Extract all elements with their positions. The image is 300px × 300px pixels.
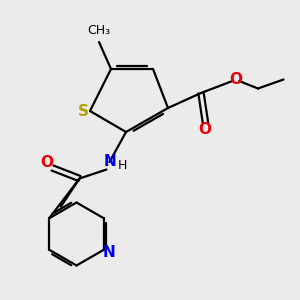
Text: CH₃: CH₃ xyxy=(87,24,111,37)
Text: O: O xyxy=(198,122,212,137)
Text: S: S xyxy=(78,103,89,118)
Text: H: H xyxy=(117,159,127,172)
Text: N: N xyxy=(104,154,117,169)
Text: N: N xyxy=(103,245,116,260)
Text: O: O xyxy=(40,155,54,170)
Text: O: O xyxy=(230,72,243,87)
